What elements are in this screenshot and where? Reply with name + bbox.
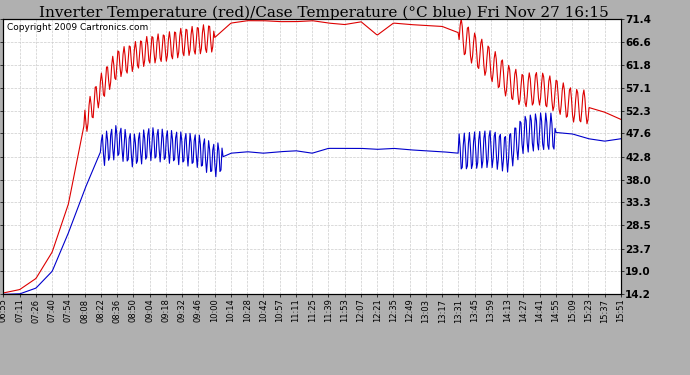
Text: Copyright 2009 Cartronics.com: Copyright 2009 Cartronics.com <box>6 23 148 32</box>
Text: Inverter Temperature (red)/Case Temperature (°C blue) Fri Nov 27 16:15: Inverter Temperature (red)/Case Temperat… <box>39 6 609 20</box>
